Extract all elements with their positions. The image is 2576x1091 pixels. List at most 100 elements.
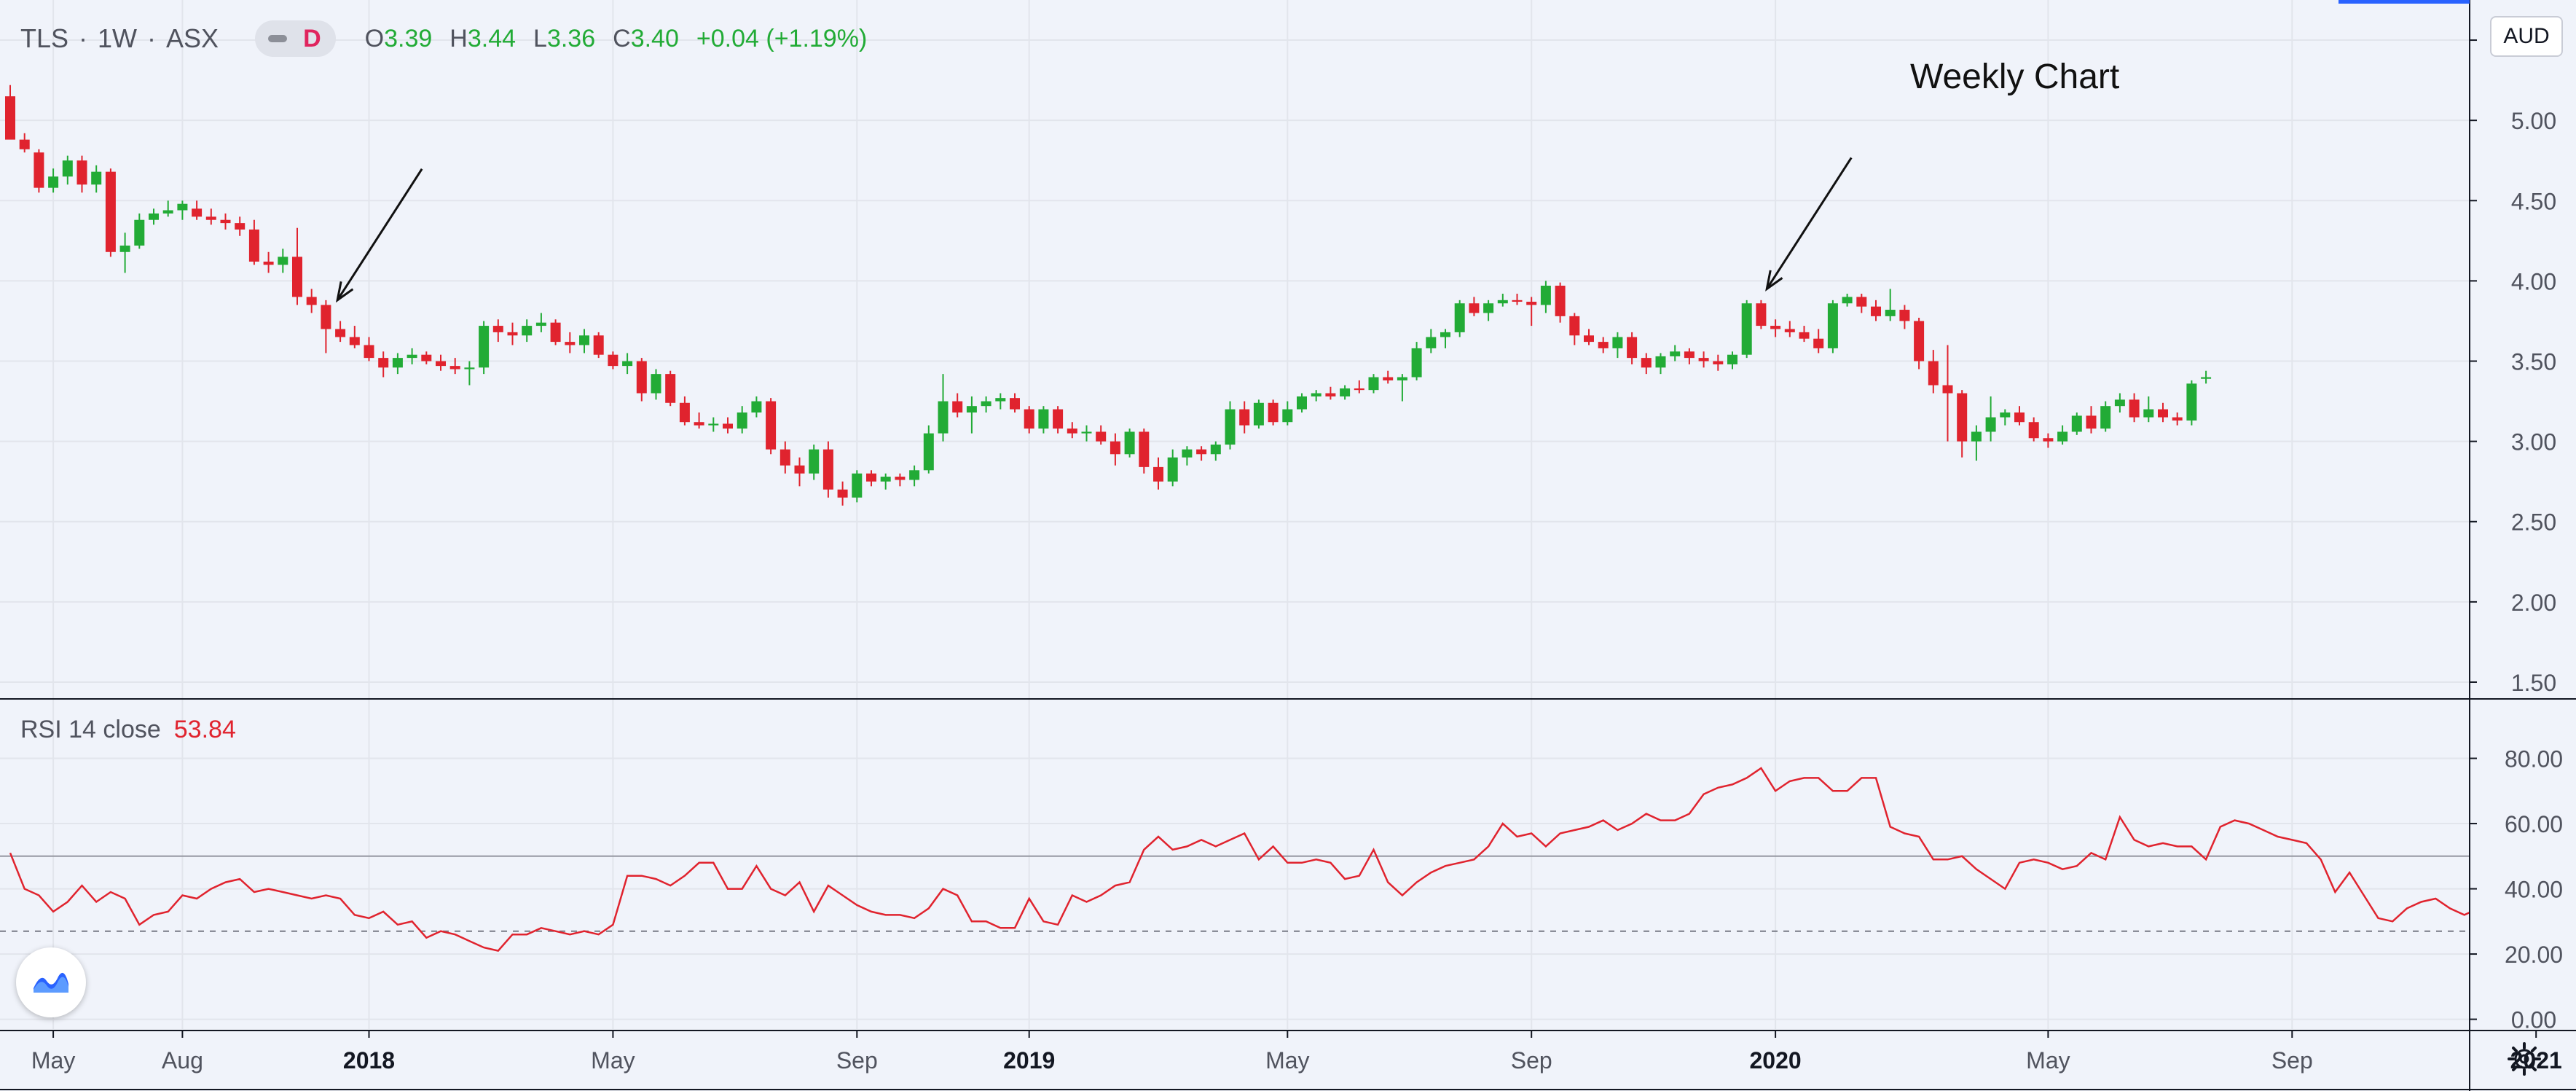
candle bbox=[1670, 345, 1681, 361]
candle bbox=[292, 227, 302, 305]
annotation-arrow[interactable] bbox=[1765, 157, 1853, 292]
candle bbox=[565, 332, 576, 353]
candle-body bbox=[1354, 388, 1364, 391]
candle bbox=[1727, 351, 1737, 369]
candle bbox=[1253, 399, 1264, 429]
candle-body bbox=[636, 361, 647, 394]
candle-body bbox=[1885, 310, 1896, 316]
chart-annotation-text[interactable]: Weekly Chart bbox=[1910, 58, 2120, 96]
candle-body bbox=[852, 473, 863, 498]
candle-body bbox=[1081, 431, 1092, 434]
candle-body bbox=[579, 335, 589, 345]
candle-body bbox=[1569, 316, 1580, 336]
candle-body bbox=[149, 213, 159, 220]
symbol-legend[interactable]: TLS · 1W · ASX D O3.39 H3.44 L3.36 C3.40… bbox=[20, 20, 867, 57]
candle-body bbox=[1124, 431, 1135, 455]
candle bbox=[1110, 433, 1120, 466]
candle bbox=[1182, 446, 1193, 466]
candle bbox=[1282, 401, 1293, 426]
low-label: L bbox=[533, 24, 547, 52]
change-value: +0.04 (+1.19%) bbox=[696, 24, 868, 52]
candle bbox=[62, 155, 73, 185]
gear-icon[interactable] bbox=[2506, 1041, 2542, 1077]
candle bbox=[1684, 348, 1695, 364]
scroll-indicator[interactable] bbox=[2339, 0, 2470, 4]
candle bbox=[2158, 402, 2168, 423]
candle bbox=[1741, 300, 1752, 359]
exchange-label: ASX bbox=[166, 23, 219, 53]
candle bbox=[1469, 297, 1480, 316]
price-tick-label: 3.50 bbox=[2511, 349, 2556, 375]
tradingview-logo-icon[interactable] bbox=[16, 947, 86, 1017]
candle bbox=[48, 168, 59, 193]
candle-body bbox=[794, 465, 805, 474]
candle bbox=[349, 326, 360, 348]
candle-body bbox=[1985, 417, 1996, 432]
candle-body bbox=[2172, 417, 2183, 421]
candle-body bbox=[895, 477, 906, 480]
candle-body bbox=[1713, 361, 1724, 364]
currency-button[interactable]: AUD bbox=[2490, 16, 2563, 57]
interval-label[interactable]: 1W bbox=[98, 23, 138, 53]
candle-body bbox=[1784, 329, 1795, 332]
rsi-line bbox=[9, 767, 2576, 952]
candle-body bbox=[923, 433, 934, 471]
separator-dot: · bbox=[147, 23, 157, 53]
candle bbox=[1698, 351, 1709, 368]
candle-body bbox=[1957, 393, 1968, 442]
candle bbox=[378, 351, 389, 378]
candle bbox=[1985, 396, 1996, 442]
candle-body bbox=[1928, 361, 1939, 386]
candle-body bbox=[1038, 409, 1049, 429]
arrow-shaft bbox=[1766, 157, 1853, 290]
candle bbox=[1627, 332, 1638, 364]
market-status-pill[interactable]: D bbox=[255, 20, 336, 57]
candle bbox=[2028, 417, 2039, 442]
candle bbox=[2071, 412, 2082, 435]
candle-body bbox=[48, 176, 59, 188]
annotation-arrow[interactable] bbox=[335, 168, 423, 303]
candle-body bbox=[1397, 377, 1407, 380]
candle bbox=[2114, 393, 2125, 412]
symbol-name[interactable]: TLS bbox=[20, 23, 69, 53]
candle-body bbox=[1454, 303, 1465, 332]
rsi-axis[interactable]: 80.00 60.00 40.00 20.00 0.00 bbox=[2470, 746, 2563, 1033]
candle bbox=[1311, 390, 1322, 402]
candle bbox=[1081, 425, 1092, 442]
candle bbox=[407, 348, 417, 364]
candle bbox=[2186, 380, 2197, 426]
candle bbox=[436, 354, 446, 371]
candle-body bbox=[292, 257, 302, 297]
candle bbox=[1957, 390, 1968, 458]
candle bbox=[1813, 329, 1824, 353]
candle bbox=[1799, 326, 1810, 343]
candle-body bbox=[966, 406, 977, 412]
high-label: H bbox=[449, 24, 468, 52]
candle bbox=[2143, 396, 2154, 423]
candle bbox=[1096, 425, 1107, 445]
rsi-tick-label: 20.00 bbox=[2505, 942, 2563, 968]
candle-body bbox=[34, 152, 44, 188]
candle-body bbox=[2086, 415, 2097, 429]
open-label: O bbox=[364, 24, 385, 52]
rsi-legend[interactable]: RSI 14 close 53.84 bbox=[20, 716, 236, 744]
candle-body bbox=[2057, 431, 2068, 442]
candle-body bbox=[1641, 358, 1652, 368]
candle bbox=[278, 249, 288, 273]
candle-body bbox=[995, 398, 1006, 402]
candle bbox=[5, 85, 15, 140]
candle-body bbox=[2114, 399, 2125, 407]
candle-body bbox=[751, 401, 762, 412]
candle bbox=[1971, 425, 1982, 461]
price-tick-label: 3.00 bbox=[2511, 429, 2556, 455]
candle-body bbox=[205, 216, 216, 220]
candle-body bbox=[1871, 306, 1881, 316]
candle bbox=[1153, 457, 1163, 490]
candle-body bbox=[436, 361, 446, 367]
candle bbox=[1440, 329, 1450, 348]
candle-body bbox=[981, 401, 991, 407]
candle-body bbox=[1727, 354, 1737, 364]
candle bbox=[2000, 409, 2011, 426]
